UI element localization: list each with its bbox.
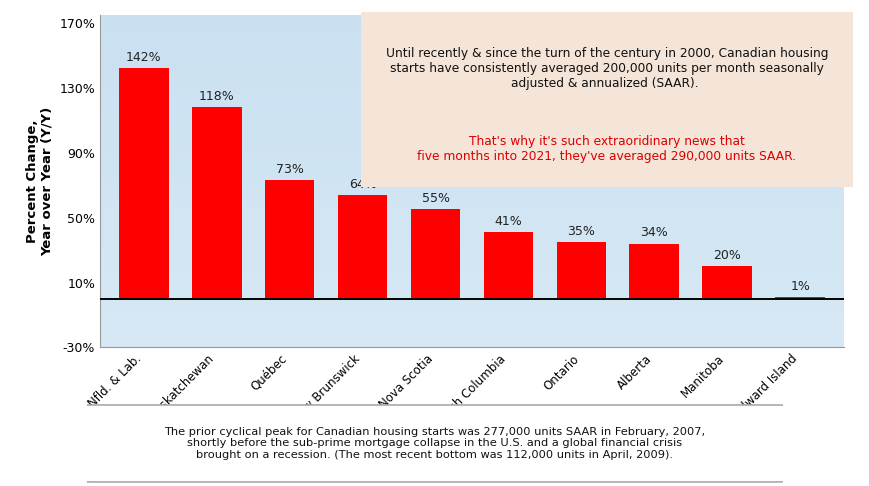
- Text: 142%: 142%: [126, 51, 162, 64]
- Bar: [264, 180, 314, 299]
- Text: Until recently & since the turn of the century in 2000, Canadian housing
starts : Until recently & since the turn of the c…: [385, 47, 827, 89]
- Text: 73%: 73%: [275, 163, 303, 176]
- Text: 20%: 20%: [713, 249, 740, 262]
- Bar: [410, 209, 460, 299]
- FancyBboxPatch shape: [348, 10, 864, 189]
- Bar: [192, 107, 242, 299]
- Text: 35%: 35%: [567, 225, 594, 238]
- Text: The prior cyclical peak for Canadian housing starts was 277,000 units SAAR in Fe: The prior cyclical peak for Canadian hou…: [164, 427, 705, 460]
- Text: 34%: 34%: [640, 226, 667, 240]
- Text: 55%: 55%: [421, 192, 449, 206]
- Bar: [556, 242, 606, 299]
- FancyBboxPatch shape: [80, 405, 789, 482]
- Text: That's why it's such extraoridinary news that
five months into 2021, they've ave: That's why it's such extraoridinary news…: [417, 135, 795, 163]
- X-axis label: Provinces: Provinces: [430, 455, 513, 470]
- Bar: [483, 232, 533, 299]
- Text: 64%: 64%: [348, 178, 376, 191]
- Text: 118%: 118%: [199, 90, 235, 103]
- Bar: [774, 297, 824, 299]
- Bar: [701, 266, 751, 299]
- Bar: [119, 68, 169, 299]
- Text: 1%: 1%: [789, 280, 809, 293]
- Bar: [337, 195, 387, 299]
- Y-axis label: Percent Change,
Year over Year (Y/Y): Percent Change, Year over Year (Y/Y): [26, 106, 54, 256]
- Text: 41%: 41%: [494, 215, 521, 228]
- Bar: [629, 243, 679, 299]
